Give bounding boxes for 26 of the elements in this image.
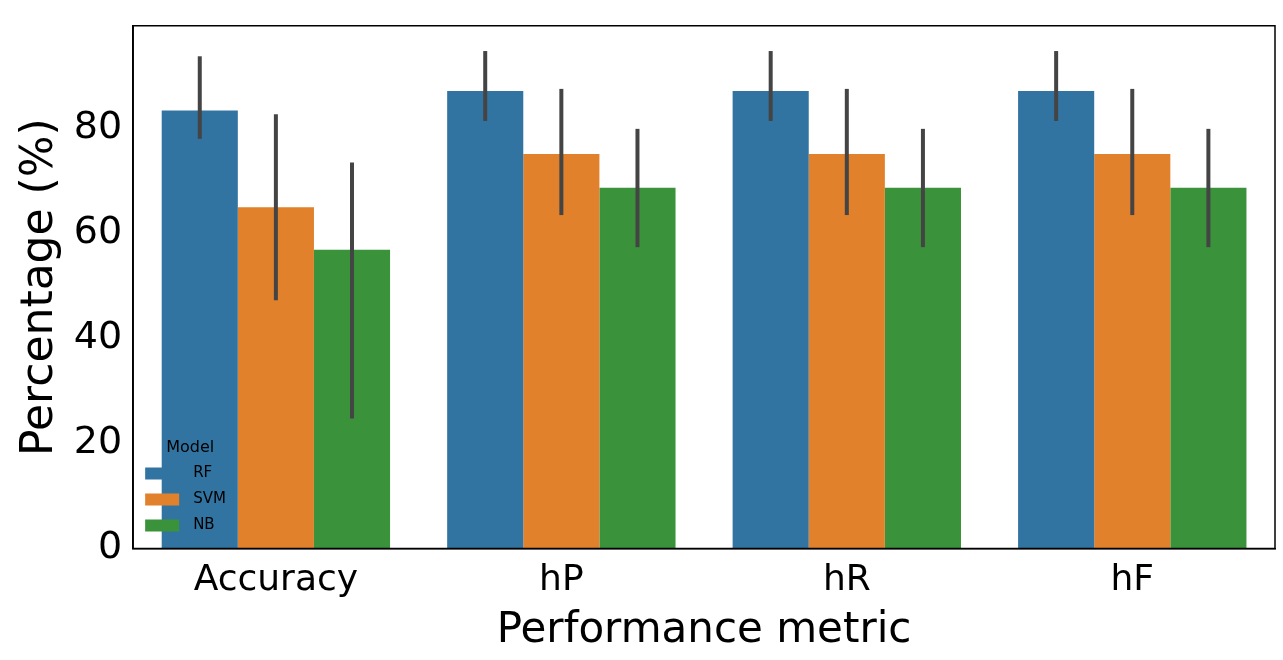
bar [447, 90, 524, 549]
legend-label: SVM [193, 489, 226, 508]
y-tick-label: 80 [73, 102, 123, 147]
bar [1018, 90, 1095, 549]
x-tick-label: hF [1110, 557, 1155, 599]
bar [313, 249, 391, 549]
bar [884, 187, 961, 549]
bar [237, 207, 314, 549]
bar [1094, 154, 1171, 549]
bar [732, 90, 809, 549]
y-axis-title: Percentage (%) [10, 118, 62, 456]
y-tick-label: 40 [73, 312, 123, 357]
legend-title: Model [166, 436, 215, 456]
x-axis-title: Performance metric [496, 602, 912, 652]
legend-label: RF [193, 463, 213, 482]
bar [599, 187, 676, 549]
y-tick-label: 0 [97, 523, 123, 568]
bar [808, 154, 885, 549]
bar [1170, 187, 1247, 549]
x-tick-label: Accuracy [193, 557, 359, 599]
bar [523, 154, 600, 549]
x-tick-label: hR [822, 557, 871, 599]
y-tick-label: 20 [73, 418, 123, 463]
x-tick-label: hP [539, 557, 584, 599]
y-tick-label: 60 [73, 207, 123, 252]
legend-label: NB [193, 515, 215, 534]
